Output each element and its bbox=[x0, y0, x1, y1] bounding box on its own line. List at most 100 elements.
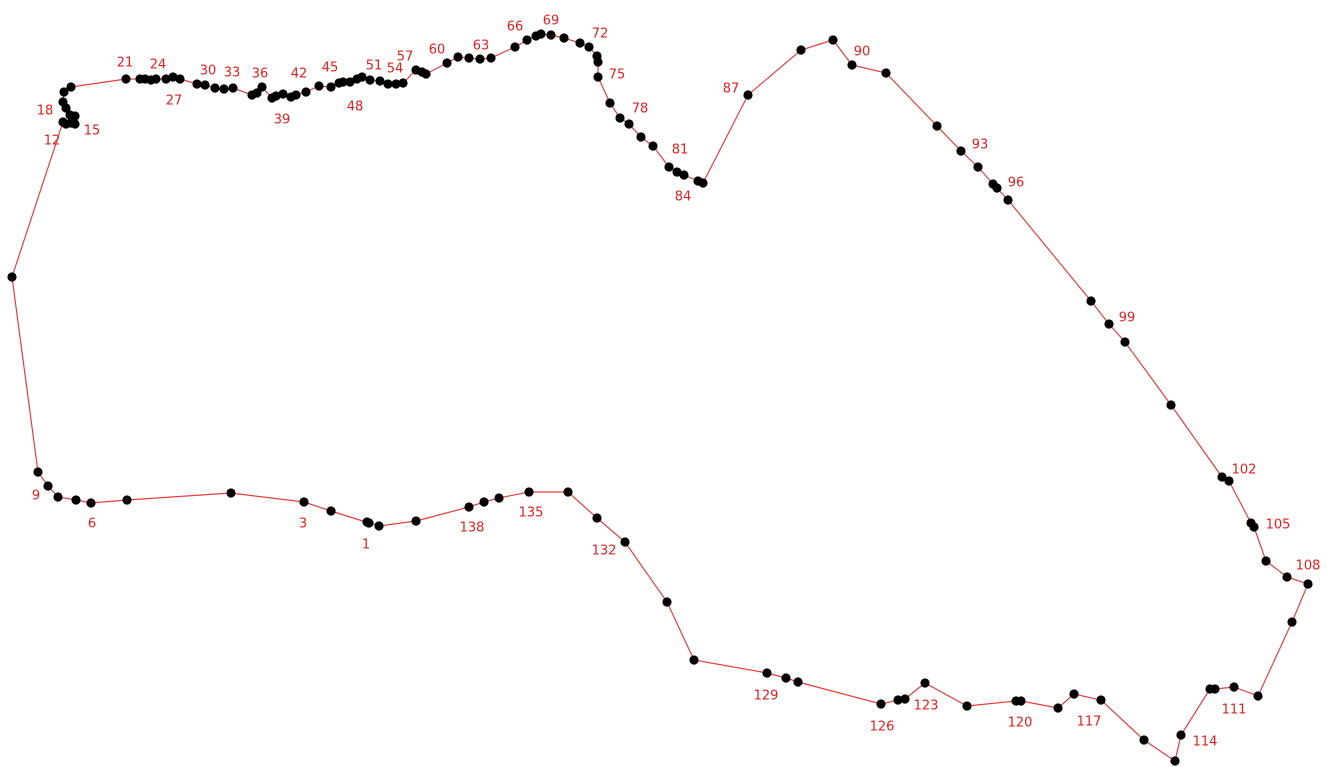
vertex-label: 90 bbox=[854, 45, 871, 60]
vertex-point bbox=[524, 487, 534, 497]
vertex-point bbox=[1166, 400, 1176, 410]
vertex-point bbox=[1120, 337, 1130, 347]
vertex-point bbox=[1003, 195, 1013, 205]
vertex-point bbox=[962, 701, 972, 711]
vertex-point bbox=[973, 162, 983, 172]
vertex-label: 132 bbox=[592, 544, 617, 559]
vertex-label: 54 bbox=[387, 62, 404, 77]
vertex-point bbox=[192, 79, 202, 89]
vertex-label: 120 bbox=[1008, 716, 1033, 731]
vertex-label: 12 bbox=[44, 134, 61, 149]
vertex-point bbox=[743, 90, 753, 100]
vertex-point bbox=[267, 93, 277, 103]
vertex-point bbox=[620, 537, 630, 547]
vertex-point bbox=[605, 98, 615, 108]
vertex-point bbox=[352, 74, 362, 84]
vertex-label: 117 bbox=[1077, 715, 1102, 730]
vertex-point bbox=[86, 498, 96, 508]
vertex-point bbox=[7, 272, 17, 282]
vertex-label: 60 bbox=[429, 43, 446, 58]
vertex-point bbox=[286, 92, 296, 102]
vertex-point bbox=[228, 83, 238, 93]
boundary-line bbox=[11, 33, 1309, 762]
vertex-point bbox=[881, 68, 891, 78]
vertex-label: 69 bbox=[543, 14, 560, 29]
vertex-label: 108 bbox=[1296, 559, 1321, 574]
vertex-point bbox=[522, 35, 532, 45]
vertex-point bbox=[546, 30, 556, 40]
vertex-point bbox=[592, 513, 602, 523]
vertex-point bbox=[592, 51, 602, 61]
vertex-point bbox=[1253, 691, 1263, 701]
vertex-point bbox=[1053, 703, 1063, 713]
vertex-point bbox=[464, 502, 474, 512]
vertex-label: 87 bbox=[723, 82, 740, 97]
vertex-point bbox=[168, 72, 178, 82]
vertex-point bbox=[956, 146, 966, 156]
vertex-point bbox=[66, 82, 76, 92]
vertex-point bbox=[1096, 695, 1106, 705]
vertex-label: 33 bbox=[224, 66, 241, 81]
vertex-point bbox=[636, 132, 646, 142]
vertex-label: 45 bbox=[322, 61, 339, 76]
vertex-label: 75 bbox=[609, 68, 626, 83]
vertex-label: 27 bbox=[166, 94, 183, 109]
vertex-point bbox=[475, 54, 485, 64]
vertex-point bbox=[664, 162, 674, 172]
vertex-point bbox=[58, 117, 68, 127]
vertex-points bbox=[7, 29, 1313, 766]
vertex-point bbox=[301, 87, 311, 97]
vertex-label: 129 bbox=[754, 689, 779, 704]
vertex-point bbox=[847, 60, 857, 70]
vertex-point bbox=[1246, 518, 1256, 528]
vertex-point bbox=[494, 493, 504, 503]
vertex-point bbox=[53, 492, 63, 502]
vertex-point bbox=[575, 38, 585, 48]
vertex-point bbox=[1069, 689, 1079, 699]
vertex-label: 15 bbox=[84, 124, 101, 139]
vertex-point bbox=[1217, 472, 1227, 482]
vertex-label: 138 bbox=[460, 521, 485, 536]
vertex-point bbox=[1261, 556, 1271, 566]
vertex-point bbox=[828, 35, 838, 45]
vertex-point bbox=[364, 518, 374, 528]
vertex-point bbox=[1287, 617, 1297, 627]
vertex-point bbox=[175, 74, 185, 84]
vertex-point bbox=[1170, 756, 1180, 766]
vertex-label: 78 bbox=[632, 102, 649, 117]
vertex-point bbox=[219, 84, 229, 94]
vertex-label: 96 bbox=[1008, 176, 1025, 191]
vertex-point bbox=[326, 82, 336, 92]
vertex-point bbox=[1224, 476, 1234, 486]
vertex-point bbox=[693, 176, 703, 186]
vertex-point bbox=[200, 80, 210, 90]
vertex-point bbox=[679, 170, 689, 180]
vertex-label: 9 bbox=[32, 489, 40, 504]
vertex-label: 105 bbox=[1266, 518, 1291, 533]
vertex-point bbox=[122, 495, 132, 505]
vertex-point bbox=[1282, 572, 1292, 582]
vertex-label: 102 bbox=[1232, 463, 1257, 478]
vertex-point bbox=[391, 79, 401, 89]
vertex-point bbox=[900, 694, 910, 704]
vertex-point bbox=[411, 516, 421, 526]
vertex-label: 3 bbox=[299, 517, 307, 532]
vertex-label: 84 bbox=[675, 190, 692, 205]
vertex-point bbox=[464, 53, 474, 63]
vertex-label: 114 bbox=[1193, 735, 1218, 750]
vertex-point bbox=[762, 668, 772, 678]
vertex-point bbox=[893, 695, 903, 705]
vertex-label: 39 bbox=[274, 113, 291, 128]
vertex-label: 42 bbox=[291, 67, 308, 82]
vertex-point bbox=[121, 74, 131, 84]
vertex-point bbox=[161, 74, 171, 84]
vertex-label: 93 bbox=[972, 138, 989, 153]
vertex-label: 1 bbox=[362, 538, 370, 553]
vertex-point bbox=[33, 467, 43, 477]
vertex-point bbox=[1176, 730, 1186, 740]
vertex-label: 99 bbox=[1119, 311, 1136, 326]
vertex-label: 30 bbox=[200, 64, 217, 79]
vertex-label: 21 bbox=[117, 56, 134, 71]
